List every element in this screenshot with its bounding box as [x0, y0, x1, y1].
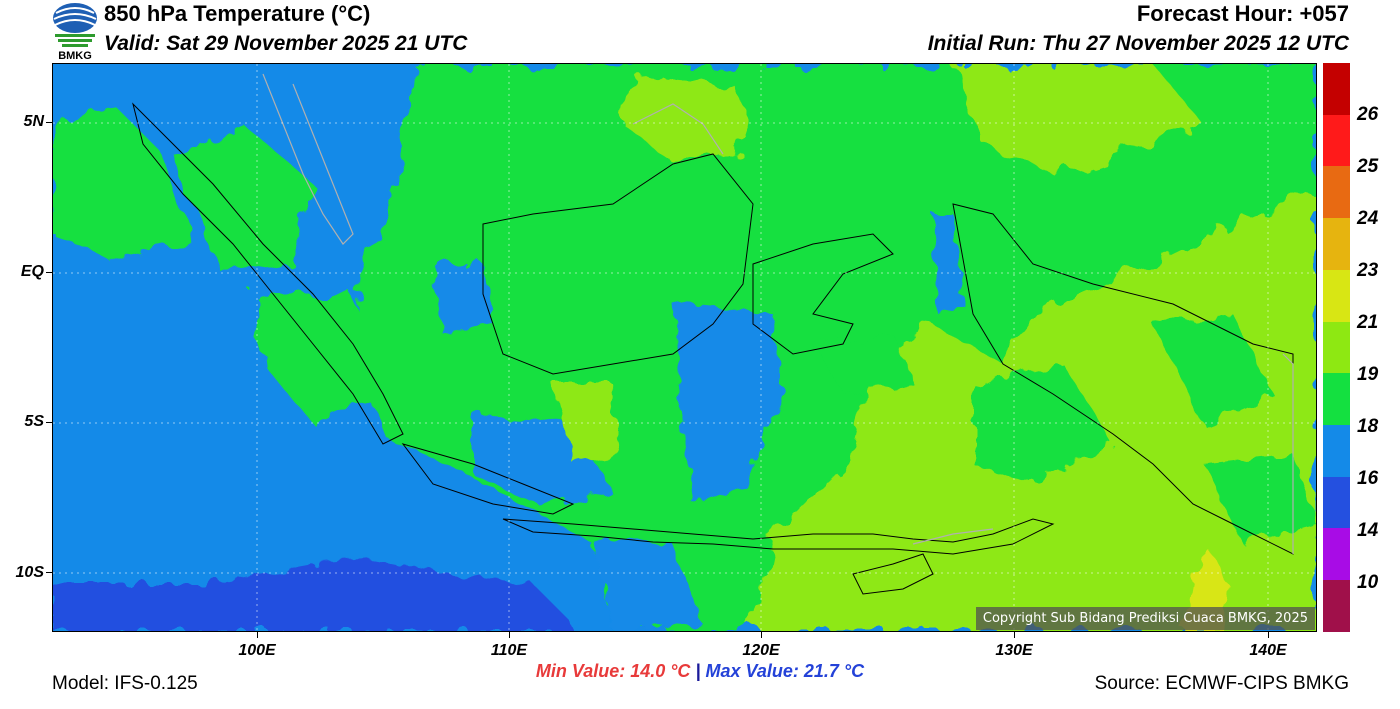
colorbar-segment — [1323, 218, 1350, 270]
colorbar-segment — [1323, 63, 1350, 115]
colorbar-segment — [1323, 580, 1350, 632]
colorbar-label: 19 — [1357, 364, 1379, 385]
colorbar-segment — [1323, 425, 1350, 477]
colorbar-label: 24 — [1357, 208, 1379, 229]
max-value: Max Value: 21.7 °C — [705, 661, 865, 681]
forecast-hour: Forecast Hour: +057 — [1136, 1, 1349, 26]
valid-time: Valid: Sat 29 November 2025 21 UTC — [104, 32, 468, 55]
colorbar-segment — [1323, 269, 1350, 322]
graticule — [53, 64, 1316, 631]
colorbar-label: 14 — [1357, 520, 1379, 541]
min-value: Min Value: 14.0 °C — [535, 661, 691, 681]
map-canvas — [53, 64, 1316, 631]
colorbar-label: 18 — [1357, 416, 1379, 437]
field-14-16 — [53, 559, 573, 631]
lon-label: 110E — [490, 642, 528, 659]
colorbar-label: 21 — [1357, 312, 1379, 333]
colorbar-segment — [1323, 166, 1350, 219]
lon-tick — [509, 632, 510, 638]
separator: | — [695, 661, 701, 681]
bmkg-logo-icon: BMKG — [53, 3, 97, 62]
colorbar-segment — [1323, 528, 1350, 581]
colorbar — [1323, 63, 1350, 632]
lat-label: 10S — [15, 564, 44, 581]
lon-tick — [257, 632, 258, 638]
lat-label: EQ — [20, 263, 44, 280]
temperature-map: Copyright Sub Bidang Prediksi Cuaca BMKG… — [52, 63, 1317, 632]
colorbar-label: 26 — [1357, 104, 1379, 125]
lon-tick — [1268, 632, 1269, 638]
lon-tick — [761, 632, 762, 638]
lon-label: 100E — [238, 642, 276, 659]
min-max-values: Min Value: 14.0 °C | Max Value: 21.7 °C — [0, 661, 1400, 682]
bmkg-logo: BMKG — [50, 1, 100, 62]
lat-label: 5S — [24, 413, 44, 430]
field-green-patches — [813, 314, 1316, 544]
colorbar-segment — [1323, 476, 1350, 529]
coastlines — [132, 102, 1294, 595]
source-label: Source: ECMWF-CIPS BMKG — [1094, 673, 1349, 694]
colorbar-label: 25 — [1357, 156, 1379, 177]
lat-tick — [46, 572, 52, 573]
lon-label: 140E — [1249, 642, 1287, 659]
neighbour-borders — [262, 73, 1294, 554]
lat-tick — [46, 422, 52, 423]
initial-run: Initial Run: Thu 27 November 2025 12 UTC — [927, 32, 1349, 55]
colorbar-label: 10 — [1357, 572, 1379, 593]
copyright-notice: Copyright Sub Bidang Prediksi Cuaca BMKG… — [975, 607, 1315, 630]
lat-label: 5N — [23, 113, 44, 130]
colorbar-segment — [1323, 373, 1350, 426]
lat-tick — [46, 272, 52, 273]
svg-text:BMKG: BMKG — [58, 50, 92, 61]
lon-label: 120E — [742, 642, 780, 659]
lon-tick — [1014, 632, 1015, 638]
model-label: Model: IFS-0.125 — [52, 673, 198, 694]
colorbar-segment — [1323, 321, 1350, 374]
lon-label: 130E — [995, 642, 1033, 659]
chart-title: 850 hPa Temperature (°C) — [104, 1, 371, 26]
lat-tick — [46, 122, 52, 123]
colorbar-label: 16 — [1357, 468, 1379, 489]
colorbar-label: 23 — [1357, 260, 1379, 281]
colorbar-segment — [1323, 114, 1350, 167]
